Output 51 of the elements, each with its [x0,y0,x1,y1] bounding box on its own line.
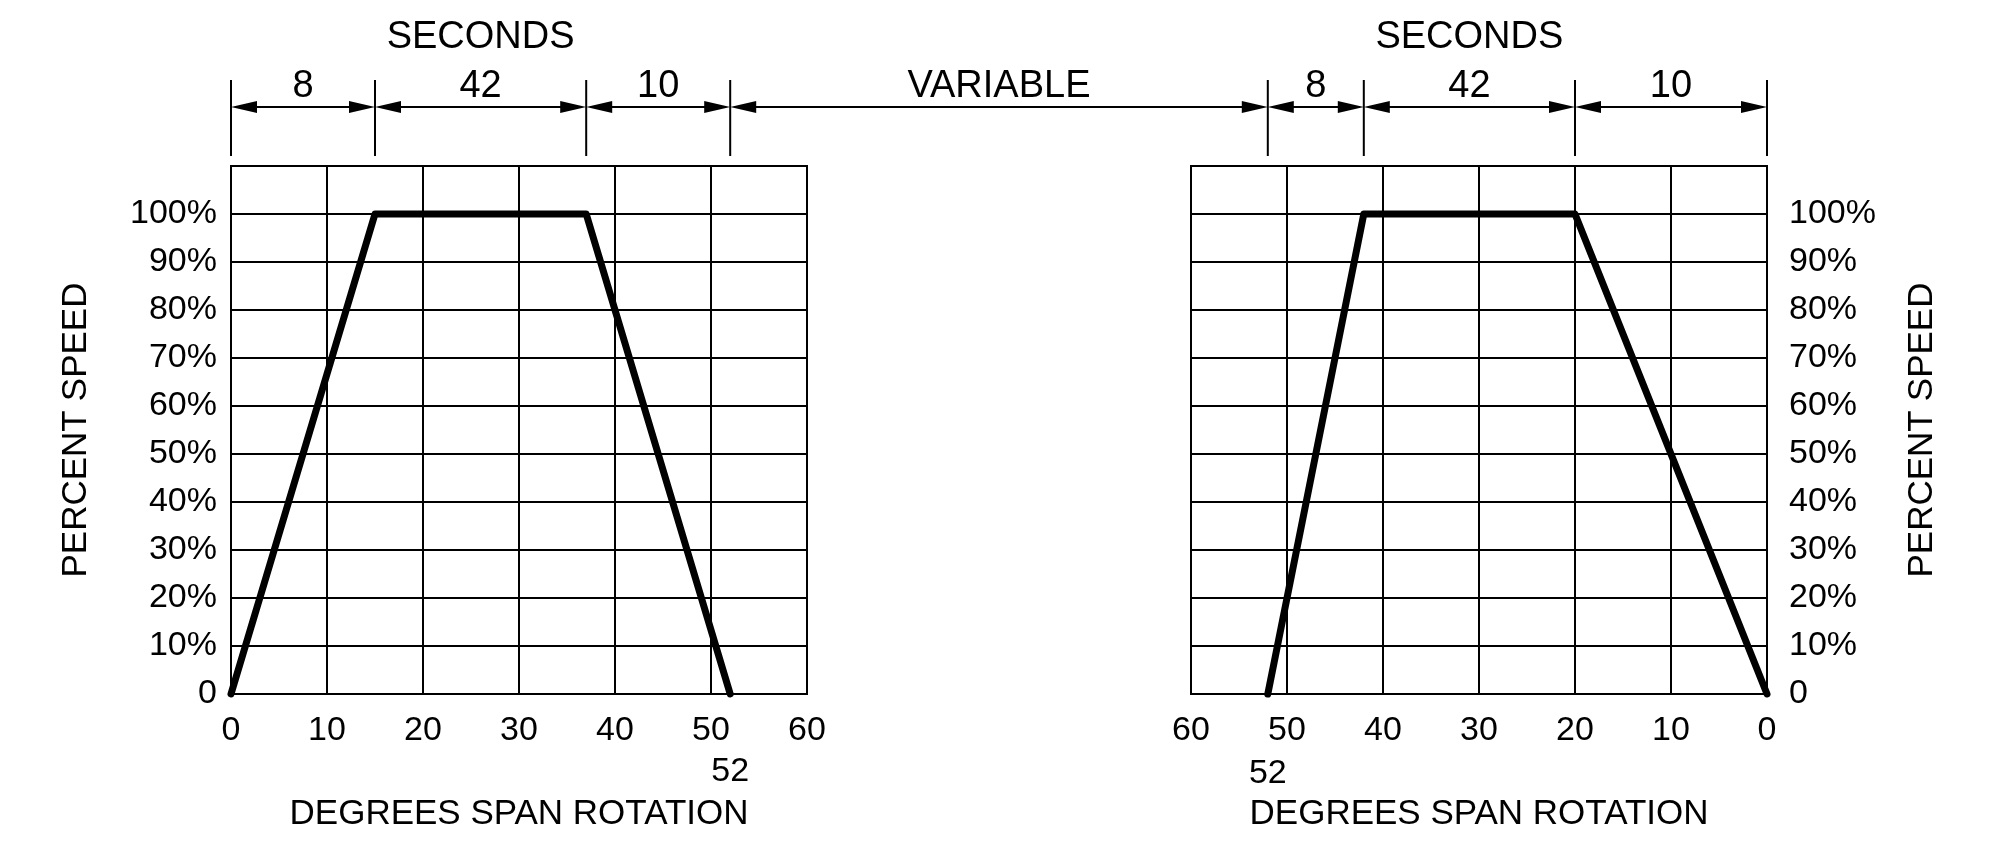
x-tick-label: 50 [1268,708,1306,747]
y2-tick-label: 40% [1789,480,1858,519]
y2-tick-label: 10% [1789,624,1858,663]
y-tick-label: 90% [148,240,217,279]
y2-tick-label: 100% [1789,192,1876,231]
text: VARIABLE [907,63,1091,105]
x-tick-label: 20 [404,708,442,747]
y-tick-label: 100% [130,192,217,231]
text: SECONDS [1375,14,1564,56]
y2-tick-label: 70% [1789,336,1858,375]
x-tick-label: 20 [1556,708,1594,747]
x-tick-label: 0 [221,708,241,747]
x-tick-label: 40 [1364,708,1402,747]
y-tick-label: 0 [198,672,217,711]
x-tick-label: 30 [1460,708,1498,747]
x-tick-label: 0 [1757,708,1777,747]
text: 52 [1248,752,1287,791]
y-tick-label: 80% [148,288,217,327]
x-tick-label: 10 [308,708,346,747]
y2-axis-title: PERCENT SPEED [1899,282,1939,578]
y-tick-label: 40% [148,480,217,519]
x-tick-label: 10 [1652,708,1690,747]
y-tick-label: 10% [148,624,217,663]
x-axis-title: DEGREES SPAN ROTATION [1249,791,1709,831]
y-tick-label: 50% [148,432,217,471]
y2-tick-label: 30% [1789,528,1858,567]
y2-tick-label: 20% [1789,576,1858,615]
text: 10 [1649,63,1693,105]
text: 8 [1305,63,1327,105]
x-tick-label: 60 [788,708,826,747]
x-tick-label: 30 [500,708,538,747]
text: SECONDS [386,14,575,56]
x-tick-label: 50 [692,708,730,747]
y-tick-label: 70% [148,336,217,375]
y2-tick-label: 90% [1789,240,1858,279]
y-tick-label: 30% [148,528,217,567]
annotation: 52 [711,749,750,788]
y-tick-label: 60% [148,384,217,423]
y-axis-title: PERCENT SPEED [53,282,93,578]
y2-tick-label: 60% [1789,384,1858,423]
x-tick-label: 40 [596,708,634,747]
text: 10 [637,63,680,105]
x-tick-label: 60 [1172,708,1210,747]
x-axis-title: DEGREES SPAN ROTATION [289,791,749,831]
y2-tick-label: 80% [1789,288,1858,327]
y-tick-label: 20% [148,576,217,615]
y2-tick-label: 50% [1789,432,1858,471]
text: 42 [1448,63,1491,105]
text: 42 [459,63,502,105]
y2-tick-label: 0 [1789,672,1808,711]
text: 8 [292,63,314,105]
